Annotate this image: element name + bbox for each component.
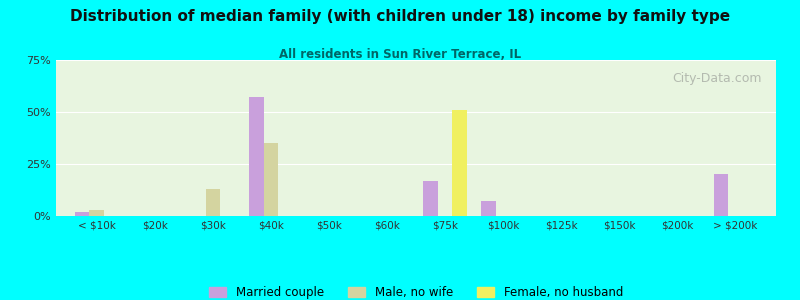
Bar	[75, 212, 90, 216]
Bar	[714, 174, 728, 216]
Bar	[249, 98, 263, 216]
Bar	[452, 110, 467, 216]
Bar	[423, 181, 438, 216]
Bar	[482, 201, 496, 216]
Bar	[263, 143, 278, 216]
Legend: Married couple, Male, no wife, Female, no husband: Married couple, Male, no wife, Female, n…	[204, 281, 628, 300]
Text: All residents in Sun River Terrace, IL: All residents in Sun River Terrace, IL	[279, 48, 521, 61]
Text: City-Data.com: City-Data.com	[672, 73, 762, 85]
Bar	[206, 189, 220, 216]
Bar	[90, 210, 104, 216]
Text: Distribution of median family (with children under 18) income by family type: Distribution of median family (with chil…	[70, 9, 730, 24]
